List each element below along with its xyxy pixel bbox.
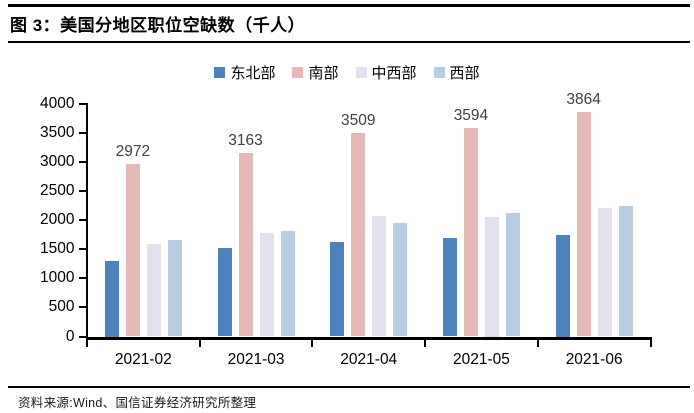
y-axis-tick-label: 1000 — [40, 269, 75, 287]
bar-west-2021-05 — [505, 213, 520, 337]
legend-label-northeast: 东北部 — [230, 64, 276, 82]
y-axis-tick-label: 4000 — [40, 95, 75, 112]
bar-west-2021-06 — [618, 206, 633, 337]
legend-label-midwest: 中西部 — [371, 64, 417, 82]
bar-midwest-2021-05 — [484, 217, 499, 337]
bar-northeast-2021-05 — [442, 238, 457, 337]
top-border-line — [8, 4, 690, 7]
y-axis-tick-label: 0 — [65, 327, 75, 345]
bar-midwest-2021-06 — [597, 208, 612, 337]
y-axis-tick — [78, 219, 87, 222]
legend-item-midwest: 中西部 — [355, 62, 417, 83]
footer-separator-line — [8, 386, 690, 388]
chart-legend: 东北部 南部 中西部 西部 — [0, 61, 694, 83]
x-axis-label: 2021-04 — [340, 351, 398, 368]
value-label-south-2021-05: 3594 — [453, 106, 489, 124]
y-axis-tick-label: 3500 — [40, 124, 75, 142]
bar-south-2021-02 — [125, 163, 140, 337]
legend-swatch-midwest — [355, 66, 367, 78]
x-axis-label: 2021-02 — [114, 351, 172, 368]
bar-northeast-2021-06 — [555, 234, 570, 337]
bar-midwest-2021-03 — [259, 233, 274, 337]
bar-northeast-2021-04 — [330, 241, 345, 337]
x-axis-tick — [536, 339, 539, 347]
x-axis-tick — [86, 339, 88, 347]
bar-west-2021-04 — [393, 222, 408, 337]
legend-item-northeast: 东北部 — [214, 62, 275, 83]
bar-south-2021-04 — [351, 132, 366, 337]
legend-item-west: 西部 — [433, 62, 480, 83]
bar-northeast-2021-02 — [104, 260, 119, 337]
value-label-south-2021-06: 3864 — [566, 90, 601, 108]
y-axis-tick-label: 1500 — [40, 240, 75, 258]
y-axis-tick — [78, 306, 87, 309]
y-axis-tick-label: 3000 — [40, 153, 75, 171]
x-axis-label: 2021-05 — [452, 351, 510, 368]
bar-south-2021-03 — [238, 152, 253, 337]
value-label-south-2021-03: 3163 — [228, 131, 263, 149]
x-axis-tick — [311, 339, 314, 347]
y-axis-tick — [78, 132, 87, 135]
x-axis-tick — [649, 339, 652, 347]
legend-label-south: 南部 — [308, 64, 339, 82]
value-label-south-2021-02: 2972 — [115, 142, 151, 160]
bar-midwest-2021-02 — [146, 244, 161, 337]
x-axis-tick — [198, 339, 201, 347]
y-axis-tick — [78, 103, 87, 105]
bar-south-2021-05 — [463, 127, 478, 337]
y-axis-tick — [78, 248, 87, 251]
legend-label-west: 西部 — [449, 64, 480, 82]
y-axis-tick-label: 2500 — [40, 182, 75, 200]
bar-northeast-2021-03 — [217, 248, 232, 337]
y-axis-tick — [78, 190, 87, 193]
x-axis-label: 2021-06 — [565, 351, 623, 368]
legend-swatch-west — [433, 66, 445, 78]
bar-west-2021-02 — [167, 240, 182, 337]
legend-swatch-northeast — [214, 66, 226, 78]
y-axis-tick-label: 500 — [48, 298, 75, 316]
bar-south-2021-06 — [576, 111, 591, 337]
y-axis-line — [85, 102, 88, 340]
figure-title: 图 3：美国分地区职位空缺数（千人） — [10, 16, 306, 35]
x-axis-line — [85, 336, 652, 340]
y-axis-tick — [78, 161, 87, 164]
y-axis-tick — [78, 277, 87, 280]
bar-west-2021-03 — [280, 231, 295, 337]
title-separator-line — [8, 41, 690, 43]
legend-item-south: 南部 — [292, 62, 339, 83]
y-axis-tick-label: 2000 — [40, 211, 75, 229]
y-axis-tick — [78, 335, 87, 338]
value-label-south-2021-04: 3509 — [341, 111, 376, 129]
legend-swatch-south — [292, 66, 304, 78]
data-source-note: 资料来源:Wind、国信证券经济研究所整理 — [18, 396, 257, 410]
x-axis-label: 2021-03 — [227, 351, 285, 368]
x-axis-tick — [424, 339, 427, 347]
bar-midwest-2021-04 — [372, 216, 387, 337]
